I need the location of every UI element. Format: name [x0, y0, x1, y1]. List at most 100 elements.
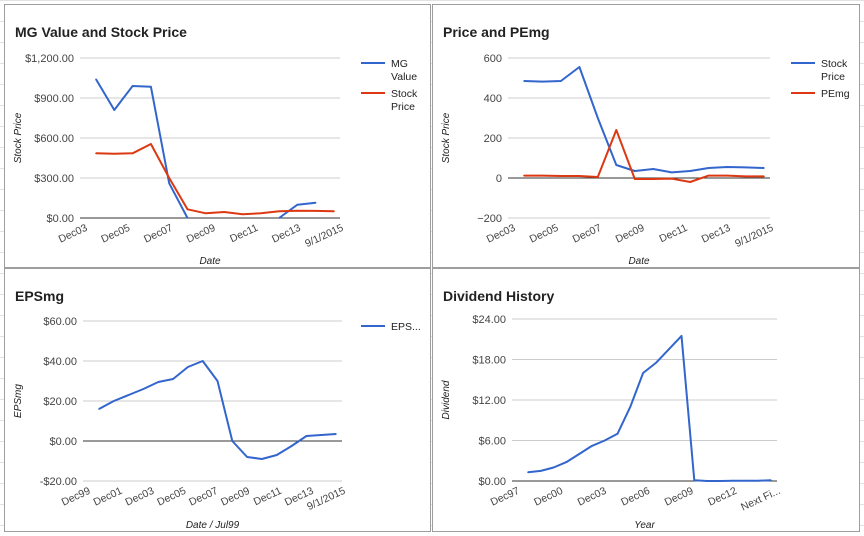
- y-tick-label: $6.00: [478, 436, 506, 448]
- x-tick-label: Dec07: [187, 485, 220, 509]
- x-tick-label: Dec09: [663, 485, 696, 509]
- data-point: [275, 454, 278, 456]
- y-tick-label: 600: [484, 53, 502, 65]
- x-tick-label: 9/1/2015: [733, 222, 775, 250]
- legend-label: EPS...: [391, 321, 421, 333]
- x-tick-label: Dec01: [92, 485, 125, 509]
- x-tick-label: Dec03: [485, 222, 518, 246]
- data-point: [560, 175, 562, 177]
- data-point: [707, 167, 710, 169]
- data-point: [670, 171, 673, 174]
- y-tick-label: 200: [484, 133, 502, 145]
- data-point: [565, 461, 568, 463]
- data-point: [689, 181, 691, 183]
- x-tick-label: Dec03: [123, 485, 156, 509]
- data-point: [157, 381, 160, 383]
- data-point: [333, 210, 335, 213]
- data-point: [205, 212, 207, 215]
- x-tick-label: Dec05: [99, 222, 132, 246]
- data-point: [642, 372, 644, 374]
- chart-title: EPSmg: [15, 288, 64, 304]
- data-point: [603, 439, 606, 442]
- data-point: [541, 174, 544, 177]
- data-point: [278, 217, 280, 219]
- data-point: [757, 479, 760, 482]
- data-point: [113, 400, 115, 402]
- x-tick-label: Dec11: [657, 222, 689, 245]
- data-point: [113, 109, 116, 111]
- series-line: [523, 66, 765, 174]
- x-tick-label: Dec09: [185, 222, 218, 246]
- data-point: [578, 175, 581, 177]
- data-point: [633, 170, 636, 172]
- data-point: [246, 456, 248, 458]
- x-tick-label: Dec13: [270, 222, 303, 246]
- data-point: [552, 466, 555, 469]
- legend-label: Value: [391, 71, 417, 83]
- x-tick-label: Dec05: [528, 222, 561, 246]
- data-point: [744, 166, 747, 169]
- x-tick-label: Dec99: [60, 485, 93, 509]
- data-point: [314, 210, 317, 212]
- y-tick-label: $0.00: [49, 436, 77, 448]
- data-point: [560, 80, 562, 82]
- chart-panel-dividend-history[interactable]: Dividend History $0.00 $6.00 $12.00 $18.00 $2…: [432, 268, 860, 532]
- y-tick-label: $12.00: [472, 395, 506, 407]
- chart-panel-price-pemg[interactable]: Price and PEmg −200 0 200 400 600 Dec03 Dec05 De…: [432, 4, 860, 268]
- data-point: [127, 394, 130, 396]
- chart-svg-mg-value: MG Value and Stock Price $0.00 $300.00 $600…: [13, 24, 418, 267]
- x-tick-label: Dec97: [489, 485, 522, 509]
- y-axis-label: EPSmg: [13, 384, 24, 418]
- data-point: [320, 434, 322, 436]
- x-axis-label: Date: [628, 256, 650, 267]
- data-point: [726, 166, 728, 168]
- data-point: [314, 201, 317, 204]
- data-point: [216, 380, 219, 382]
- data-point: [278, 210, 280, 213]
- y-tick-label: -$20.00: [40, 476, 77, 488]
- x-tick-label: Dec07: [142, 222, 175, 246]
- data-point: [633, 178, 636, 180]
- data-point: [95, 78, 97, 81]
- chart-svg-epsmg: EPSmg -$20.00 $0.00 $20.00 $40.00 $60.00 Dec99…: [13, 288, 421, 531]
- x-tick-label: Dec11: [252, 485, 284, 508]
- data-point: [335, 433, 337, 435]
- data-point: [597, 117, 599, 119]
- data-point: [241, 213, 244, 216]
- chart-title: Dividend History: [443, 288, 554, 304]
- x-tick-label: Dec11: [228, 222, 260, 245]
- data-point: [150, 143, 152, 145]
- data-point: [259, 212, 262, 215]
- chart-panel-mg-value[interactable]: MG Value and Stock Price $0.00 $300.00 $600…: [4, 4, 431, 268]
- data-point: [131, 152, 134, 155]
- x-tick-label: Dec00: [532, 485, 565, 509]
- data-point: [744, 479, 747, 482]
- data-point: [680, 335, 683, 337]
- data-point: [763, 175, 765, 178]
- chart-title: MG Value and Stock Price: [15, 24, 187, 40]
- data-point: [290, 445, 293, 447]
- data-point: [763, 167, 765, 169]
- y-tick-label: $1,200.00: [25, 53, 74, 65]
- data-point: [539, 470, 542, 472]
- series-line: [95, 143, 335, 216]
- chart-panel-epsmg[interactable]: EPSmg -$20.00 $0.00 $20.00 $40.00 $60.00 Dec99…: [4, 268, 431, 532]
- chart-svg-dividend-history: Dividend History $0.00 $6.00 $12.00 $18.00 $2…: [441, 288, 782, 531]
- data-point: [187, 366, 189, 368]
- chart-title: Price and PEmg: [443, 24, 550, 40]
- data-point: [689, 170, 691, 172]
- y-tick-label: 0: [496, 173, 502, 185]
- legend-label: Price: [821, 71, 845, 83]
- series-line: [524, 129, 764, 183]
- y-tick-label: 400: [484, 93, 502, 105]
- data-point: [296, 209, 299, 212]
- x-tick-label: Dec09: [219, 485, 252, 509]
- data-point: [667, 348, 670, 351]
- x-axis-label: Date: [199, 256, 221, 267]
- data-point: [168, 177, 171, 179]
- data-point: [670, 177, 673, 180]
- data-point: [578, 453, 580, 455]
- data-point: [616, 432, 619, 435]
- data-point: [201, 360, 204, 362]
- legend-label: Price: [391, 101, 415, 113]
